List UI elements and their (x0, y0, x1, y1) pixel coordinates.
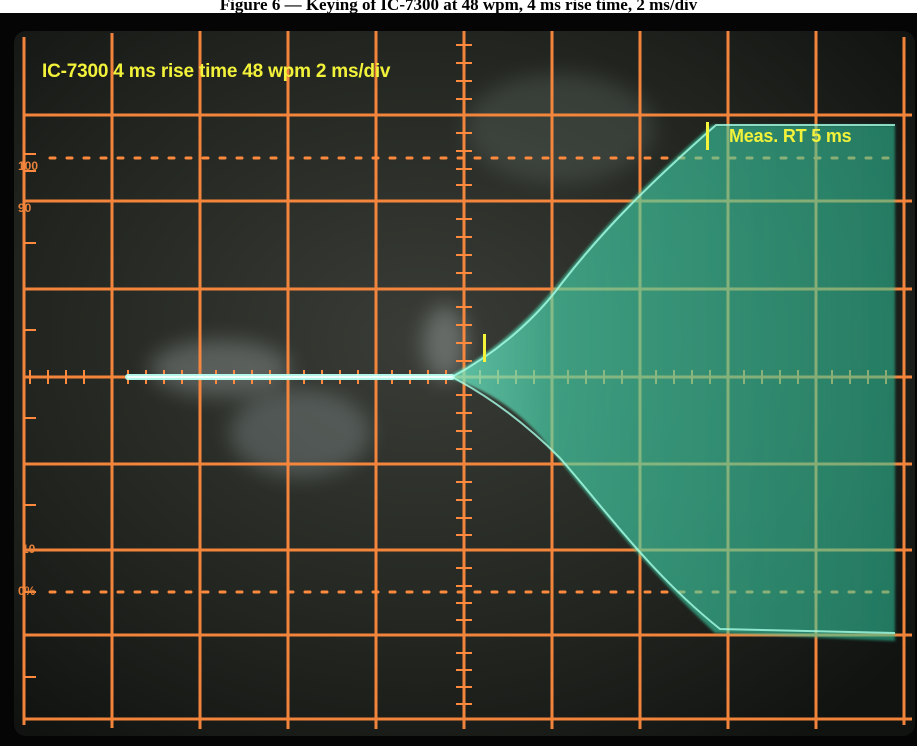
dotted-reference-lines (48, 156, 902, 594)
figure-caption: Figure 6 — Keying of IC-7300 at 48 wpm, … (219, 0, 698, 14)
rf-envelope-trace (125, 124, 896, 641)
scale-label-0: 0% (18, 584, 36, 598)
scale-label-100: 100 (18, 159, 39, 173)
scale-label-90: 90 (18, 201, 32, 215)
start-marker-icon (483, 334, 486, 362)
oscilloscope-screen (0, 13, 917, 746)
scale-label-10: 10 (22, 542, 36, 556)
measurement-label: Meas. RT 5 ms (729, 126, 852, 146)
oscilloscope-photo: IC-7300 4 ms rise time 48 wpm 2 ms/div M… (0, 13, 917, 746)
end-marker-icon (706, 122, 709, 150)
settings-label: IC-7300 4 ms rise time 48 wpm 2 ms/div (42, 61, 391, 82)
